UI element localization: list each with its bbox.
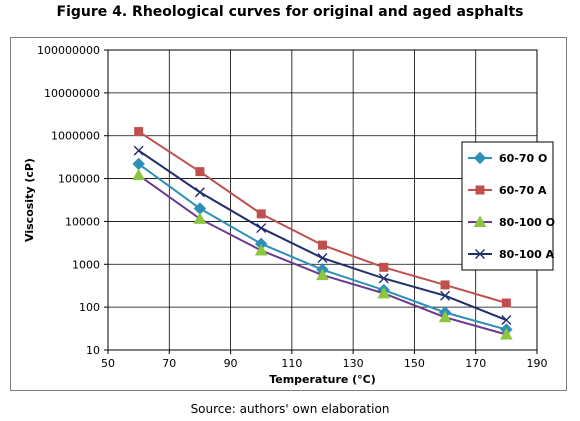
data-point-square <box>379 262 389 272</box>
data-point-diamond <box>473 151 487 165</box>
data-point-triangle <box>254 243 268 256</box>
legend-item: 60-70 A <box>468 184 547 197</box>
figure-title: Figure 4. Rheological curves for origina… <box>56 4 524 20</box>
legend-item: 80-100 A <box>468 248 555 261</box>
data-point-x-stroke <box>256 223 267 234</box>
data-point-x-stroke <box>440 290 451 301</box>
x-tick-label: 190 <box>527 357 548 370</box>
data-point-square <box>256 209 266 219</box>
data-point-triangle <box>500 327 513 340</box>
data-point-x <box>475 249 485 259</box>
data-point-triangle <box>377 286 391 299</box>
legend-label: 80-100 A <box>499 248 555 261</box>
data-point-square <box>195 167 205 177</box>
x-tick-label: 130 <box>343 357 364 370</box>
series-60-70-a <box>134 127 511 308</box>
data-point-x <box>501 315 512 326</box>
data-point-x-stroke <box>378 273 389 284</box>
figure-source: Source: authors' own elaboration <box>190 402 390 416</box>
data-point-square <box>501 298 511 308</box>
data-point-square <box>318 240 327 250</box>
legend-label: 80-100 O <box>499 216 555 229</box>
legend-item: 80-100 O <box>468 215 555 229</box>
data-point-x-stroke <box>194 187 205 198</box>
y-tick-label: 100 <box>79 301 100 314</box>
data-point-x-stroke <box>501 315 512 326</box>
x-tick-label: 50 <box>101 357 115 370</box>
legend-label: 60-70 A <box>499 184 547 197</box>
data-point-triangle <box>193 212 207 224</box>
data-point-x-stroke <box>317 253 328 264</box>
y-tick-label: 1000 <box>72 258 100 271</box>
data-point-x <box>256 223 267 234</box>
data-point-square <box>134 127 144 137</box>
legend-box <box>461 141 554 271</box>
y-tick-label: 10000 <box>65 215 100 228</box>
data-point-triangle <box>132 168 145 181</box>
y-tick-label: 1000000 <box>51 130 100 143</box>
x-tick-label: 170 <box>465 357 486 370</box>
data-point-x <box>194 187 205 198</box>
x-tick-label: 70 <box>162 357 176 370</box>
data-point-triangle <box>473 215 487 227</box>
data-point-x <box>378 273 389 284</box>
data-point-x-stroke <box>133 145 144 156</box>
y-tick-label: 10 <box>86 344 100 357</box>
legend: 60-70 O 60-70 A 80-100 O 80-100 A <box>461 141 555 271</box>
series-80-100-o <box>132 168 513 340</box>
series-80-100-a <box>133 145 512 326</box>
x-tick-label: 90 <box>224 357 238 370</box>
x-axis-title: Temperature (°C) <box>269 373 376 386</box>
legend-item: 60-70 O <box>468 151 547 165</box>
y-tick-label: 100000000 <box>37 44 100 57</box>
x-tick-label: 150 <box>404 357 425 370</box>
data-point-x <box>440 290 451 301</box>
x-tick-label: 110 <box>281 357 302 370</box>
data-point-x-stroke <box>475 249 485 259</box>
y-tick-label: 100000 <box>58 173 100 186</box>
y-axis-title: Viscosity (cP) <box>23 158 36 242</box>
data-point-square <box>475 185 485 195</box>
legend-label: 60-70 O <box>499 152 547 165</box>
rheology-chart: 50 70 90 110 130 150 170 190 10 100 1000 10000 10000… <box>23 44 555 386</box>
data-point-square <box>440 280 450 290</box>
y-tick-label: 10000000 <box>44 87 100 100</box>
chart-area: 50 70 90 110 130 150 170 190 10 100 1000 10000 10000… <box>10 37 567 391</box>
data-point-x <box>317 253 328 264</box>
data-point-x <box>133 145 144 156</box>
data-point-triangle <box>316 268 329 281</box>
data-point-triangle <box>438 310 452 323</box>
